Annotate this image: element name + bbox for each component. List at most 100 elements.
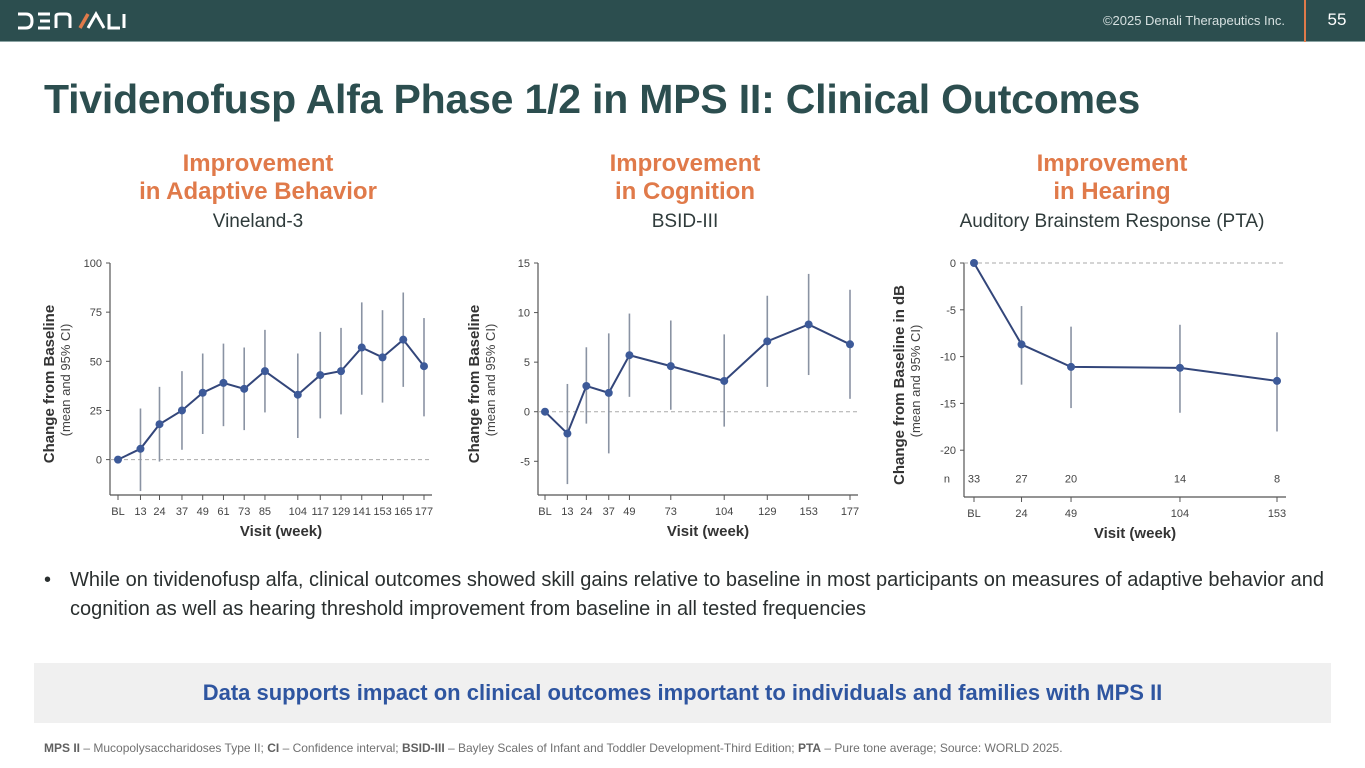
data-point bbox=[219, 378, 228, 387]
y-axis-title: Change from Baseline bbox=[41, 305, 58, 463]
column-heading-hearing: Improvement in Hearing Auditory Brainste… bbox=[932, 150, 1292, 234]
n-value: 8 bbox=[1274, 473, 1280, 485]
footnote-definition: – Pure tone average; Source: WORLD 2025. bbox=[821, 741, 1063, 755]
x-tick-label: 37 bbox=[603, 506, 615, 518]
data-point bbox=[846, 340, 854, 349]
y-tick-label: 15 bbox=[518, 258, 530, 270]
data-point bbox=[260, 367, 269, 376]
footnote-definition: – Confidence interval; bbox=[279, 741, 402, 755]
data-point bbox=[604, 388, 613, 397]
data-point bbox=[625, 351, 634, 360]
data-point bbox=[1067, 362, 1076, 371]
data-point bbox=[155, 420, 164, 429]
x-tick-label: 141 bbox=[353, 506, 371, 518]
data-point bbox=[970, 259, 978, 267]
x-tick-label: 129 bbox=[332, 506, 350, 518]
bullet-dot: • bbox=[44, 569, 52, 591]
data-point bbox=[763, 337, 772, 346]
data-point bbox=[240, 384, 249, 393]
footnote-abbr: MPS II bbox=[44, 741, 81, 755]
x-tick-label: 24 bbox=[153, 506, 165, 518]
chart-adaptive-behavior: 0 25 50 75 100 BL 13 24 37 49 61 73 85 104 117 129 141 15… bbox=[41, 258, 433, 540]
x-tick-label: 24 bbox=[580, 506, 592, 518]
y-axis-subtitle: (mean and 95% CI) bbox=[908, 325, 923, 438]
data-point bbox=[378, 353, 387, 362]
y-axis-title: Change from Baseline in dB bbox=[891, 285, 908, 485]
x-tick-label: 117 bbox=[311, 506, 329, 518]
x-tick-label: 177 bbox=[415, 506, 433, 518]
y-tick-label: 5 bbox=[524, 357, 530, 369]
n-value: 33 bbox=[968, 473, 980, 485]
x-tick-label: 24 bbox=[1015, 508, 1027, 520]
x-tick-label: 37 bbox=[176, 506, 188, 518]
x-tick-label: 61 bbox=[217, 506, 229, 518]
y-tick-label: -5 bbox=[520, 456, 530, 468]
x-tick-label: 104 bbox=[1171, 508, 1189, 520]
n-label: n bbox=[944, 473, 950, 485]
data-point bbox=[136, 444, 145, 453]
heading-line-1: Improvement bbox=[609, 150, 761, 177]
footnote-abbr: CI bbox=[267, 741, 280, 755]
data-point bbox=[666, 362, 675, 371]
footnote-abbr: BSID-III bbox=[401, 741, 445, 755]
callout-banner: Data supports impact on clinical outcome… bbox=[34, 663, 1331, 723]
heading-line-2: in Cognition bbox=[615, 178, 755, 205]
heading-subtitle: BSID-III bbox=[651, 211, 719, 232]
data-point bbox=[198, 388, 207, 397]
denali-logo bbox=[18, 10, 126, 30]
x-tick-label: BL bbox=[538, 506, 551, 518]
chart-hearing: -20 -15 -10 -5 0 BL 24 49 104 153 n 33 27 20 14 8 Visit … bbox=[891, 258, 1286, 542]
data-point bbox=[293, 390, 302, 399]
header-divider bbox=[1304, 0, 1306, 42]
data-point bbox=[399, 335, 408, 344]
x-tick-label: 85 bbox=[259, 506, 271, 518]
x-tick-label: 73 bbox=[665, 506, 677, 518]
y-tick-label: -10 bbox=[940, 352, 956, 364]
copyright-text: ©2025 Denali Therapeutics Inc. bbox=[1102, 13, 1285, 28]
x-tick-label: 177 bbox=[841, 506, 859, 518]
y-tick-label: 25 bbox=[90, 405, 102, 417]
footnote-definition: – Bayley Scales of Infant and Toddler De… bbox=[444, 741, 798, 755]
data-point bbox=[316, 371, 325, 380]
x-tick-label: 129 bbox=[758, 506, 776, 518]
y-axis-subtitle: (mean and 95% CI) bbox=[483, 324, 498, 437]
x-tick-label: 104 bbox=[715, 506, 733, 518]
y-tick-label: -15 bbox=[940, 398, 956, 410]
x-tick-label: 153 bbox=[1268, 508, 1286, 520]
heading-line-2: in Adaptive Behavior bbox=[139, 178, 377, 205]
y-tick-label: 0 bbox=[524, 407, 530, 419]
x-axis-title: Visit (week) bbox=[1094, 525, 1176, 542]
x-axis-title: Visit (week) bbox=[667, 523, 749, 540]
slide-title: Tividenofusp Alfa Phase 1/2 in MPS II: C… bbox=[44, 76, 1141, 122]
data-point bbox=[357, 343, 366, 352]
y-axis-subtitle: (mean and 95% CI) bbox=[58, 324, 73, 437]
y-tick-label: 50 bbox=[90, 356, 102, 368]
x-tick-label: 49 bbox=[623, 506, 635, 518]
n-value: 20 bbox=[1065, 473, 1077, 485]
x-tick-label: 165 bbox=[394, 506, 412, 518]
y-tick-label: -5 bbox=[946, 305, 956, 317]
x-tick-label: 49 bbox=[197, 506, 209, 518]
x-tick-label: 13 bbox=[561, 506, 573, 518]
data-point bbox=[177, 406, 186, 415]
y-tick-label: 0 bbox=[96, 455, 102, 467]
x-tick-label: 153 bbox=[373, 506, 391, 518]
data-point bbox=[563, 429, 572, 438]
x-tick-label: 13 bbox=[134, 506, 146, 518]
y-tick-label: 100 bbox=[84, 258, 102, 270]
y-axis-title: Change from Baseline bbox=[466, 305, 483, 463]
x-tick-label: 73 bbox=[238, 506, 250, 518]
y-tick-label: 10 bbox=[518, 308, 530, 320]
data-point bbox=[582, 381, 591, 390]
column-heading-cognition: Improvement in Cognition BSID-III bbox=[505, 150, 865, 234]
heading-line-2: in Hearing bbox=[1053, 178, 1171, 205]
page-number: 55 bbox=[1327, 10, 1347, 29]
bullet-text: While on tividenofusp alfa, clinical out… bbox=[70, 569, 1325, 620]
chart-cognition: -5 0 5 10 15 BL 13 24 37 49 73 104 129 153 177 Visit (w… bbox=[466, 258, 859, 540]
series-line bbox=[973, 262, 1278, 382]
y-tick-label: 75 bbox=[90, 307, 102, 319]
top-bar: ©2025 Denali Therapeutics Inc. 55 bbox=[0, 0, 1365, 42]
x-tick-label: 104 bbox=[289, 506, 307, 518]
n-value: 14 bbox=[1174, 473, 1186, 485]
footnote: MPS II – Mucopolysaccharidoses Type II; … bbox=[44, 741, 1063, 755]
